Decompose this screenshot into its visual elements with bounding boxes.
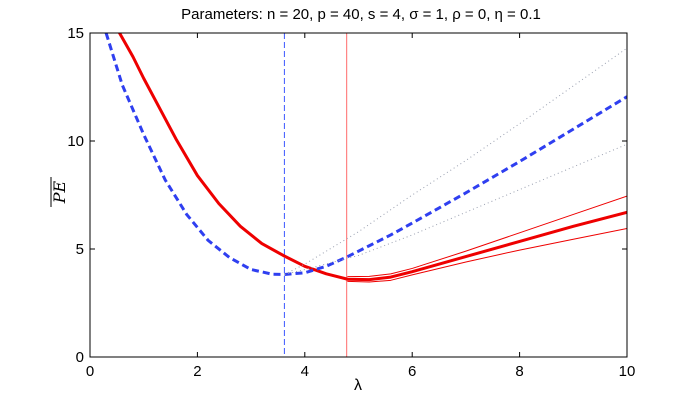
- series-line-1: [347, 195, 627, 278]
- x-tick-label: 4: [301, 363, 309, 380]
- y-axis-label-group: PE: [50, 177, 69, 207]
- series-line-0: [118, 33, 627, 282]
- x-tick-label: 0: [86, 363, 94, 380]
- x-axis-label: λ: [354, 377, 362, 394]
- x-tick-label: 10: [619, 363, 636, 380]
- chart-title: Parameters: n = 20, p = 40, s = 4, σ = 1…: [181, 6, 541, 23]
- plot-area: [104, 33, 627, 357]
- series-line-2: [347, 227, 627, 283]
- y-axis-label: PE: [50, 180, 69, 204]
- x-tick-label: 6: [408, 363, 416, 380]
- x-axis-ticks: 0 2 4 6 8 10: [86, 33, 636, 380]
- y-tick-label: 15: [67, 25, 84, 42]
- series-line-4: [284, 47, 627, 275]
- plot-frame: [89, 32, 628, 358]
- x-tick-label: 2: [193, 363, 201, 380]
- series-line-3: [104, 33, 627, 276]
- y-tick-label: 5: [76, 241, 84, 258]
- y-axis-ticks: 0 5 10 15: [67, 25, 627, 366]
- y-tick-label: 0: [76, 349, 84, 366]
- y-tick-label: 10: [67, 133, 84, 150]
- x-tick-label: 8: [515, 363, 523, 380]
